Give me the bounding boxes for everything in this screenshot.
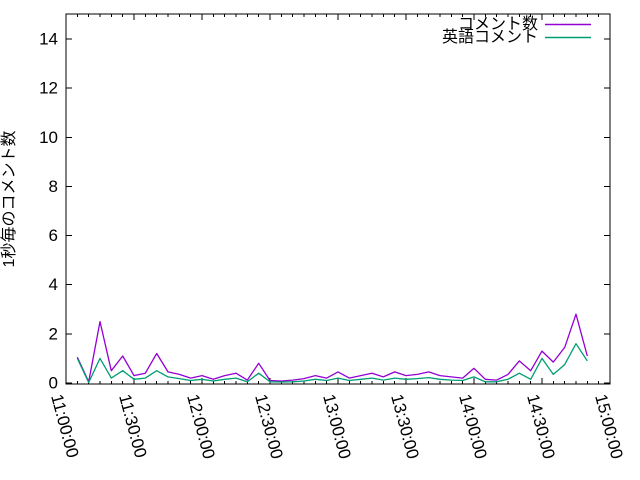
y-tick-label: 8: [49, 177, 58, 196]
y-tick-label: 14: [39, 30, 58, 49]
x-tick-label: 12:30:00: [251, 392, 286, 461]
x-tick-label: 14:00:00: [455, 392, 490, 461]
x-tick-label: 11:30:00: [115, 392, 150, 460]
x-tick-label: 12:00:00: [183, 392, 218, 461]
y-tick-label: 6: [49, 226, 58, 245]
y-axis-title: 1秒毎のコメント数: [0, 131, 18, 268]
y-tick-label: 4: [49, 275, 58, 294]
x-tick-label: 14:30:00: [523, 392, 558, 461]
y-tick-label: 2: [49, 324, 58, 343]
x-tick-label: 15:00:00: [591, 392, 626, 461]
english-comment-line: [76, 343, 588, 384]
x-tick-label: 13:30:00: [387, 392, 422, 461]
y-tick-label: 0: [49, 374, 58, 393]
x-tick-labels: 11:00:00 11:30:00 12:00:00 12:30:00 13:00:00…: [47, 392, 626, 461]
x-tick-label: 13:00:00: [319, 392, 354, 461]
legend-label-english-comment: 英語コメント: [442, 28, 538, 46]
legend: コメント数 英語コメント: [442, 15, 591, 46]
y-tick-label: 10: [39, 128, 58, 147]
legend-label-comment-count: コメント数: [458, 15, 538, 33]
series-lines: [76, 313, 588, 384]
comment-count-line: [76, 313, 588, 383]
axes: [65, 13, 611, 385]
y-tick-label: 12: [39, 79, 58, 98]
plot-border: [65, 13, 611, 385]
y-tick-labels: 0 2 4 6 8 10 12 14: [39, 30, 58, 393]
x-tick-label: 11:00:00: [47, 392, 82, 460]
